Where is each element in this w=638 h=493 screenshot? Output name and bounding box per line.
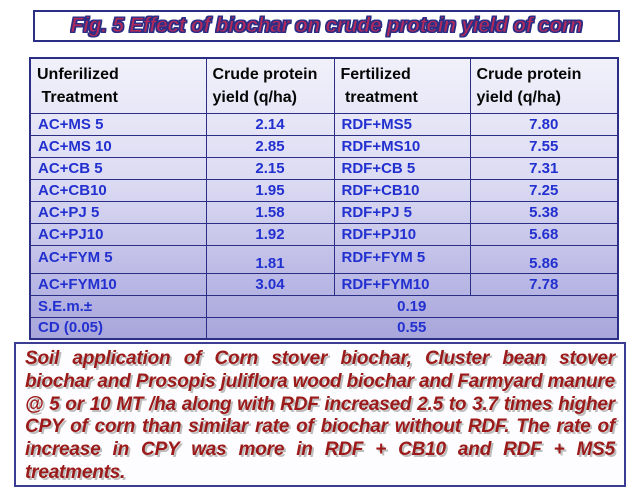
- yield-cell: 1.92: [205, 222, 335, 246]
- treatment-cell: AC+MS 5: [29, 112, 207, 136]
- figure-title: Fig. 5 Effect of biochar on crude protei…: [70, 14, 583, 38]
- yield-cell: 2.15: [205, 156, 335, 180]
- table-row: AC+CB10 1.95 RDF+CB10 7.25: [29, 178, 619, 202]
- cd-row: CD (0.05) 0.55: [29, 316, 619, 340]
- table-row: AC+PJ 5 1.58 RDF+PJ 5 5.38: [29, 200, 619, 224]
- yield-cell: 7.55: [469, 134, 619, 158]
- sem-label: S.E.m.±: [29, 294, 207, 318]
- yield-cell: 5.86: [469, 244, 619, 274]
- treatment-cell: AC+FYM10: [29, 272, 207, 296]
- yield-cell: 3.04: [205, 272, 335, 296]
- treatment-cell: AC+PJ 5: [29, 200, 207, 224]
- conclusion-note-text: Soil application of Corn stover biochar,…: [25, 348, 615, 483]
- yield-cell: 1.58: [205, 200, 335, 224]
- treatment-cell: RDF+CB10: [333, 178, 471, 202]
- cd-label: CD (0.05): [29, 316, 207, 340]
- figure-title-box: Fig. 5 Effect of biochar on crude protei…: [33, 10, 620, 42]
- treatment-cell: AC+MS 10: [29, 134, 207, 158]
- table-row: AC+FYM 5 1.81 RDF+FYM 5 5.86: [29, 244, 619, 274]
- treatment-cell: RDF+CB 5: [333, 156, 471, 180]
- treatment-cell: AC+CB10: [29, 178, 207, 202]
- treatment-cell: AC+FYM 5: [29, 244, 207, 274]
- treatment-cell: RDF+PJ10: [333, 222, 471, 246]
- table-header-row: Unferilized Treatment Crude protein yiel…: [29, 57, 619, 114]
- yield-cell: 2.85: [205, 134, 335, 158]
- yield-cell: 5.68: [469, 222, 619, 246]
- sem-row: S.E.m.± 0.19: [29, 294, 619, 318]
- table-row: AC+MS 5 2.14 RDF+MS5 7.80: [29, 112, 619, 136]
- treatment-cell: AC+CB 5: [29, 156, 207, 180]
- yield-cell: 1.95: [205, 178, 335, 202]
- treatment-cell: RDF+MS5: [333, 112, 471, 136]
- conclusion-note-box: Soil application of Corn stover biochar,…: [14, 342, 626, 487]
- yield-cell: 7.31: [469, 156, 619, 180]
- yield-cell: 5.38: [469, 200, 619, 224]
- table-row: AC+FYM10 3.04 RDF+FYM10 7.78: [29, 272, 619, 296]
- sem-value: 0.19: [205, 294, 619, 318]
- treatment-cell: RDF+MS10: [333, 134, 471, 158]
- cd-value: 0.55: [205, 316, 619, 340]
- yield-cell: 1.81: [205, 244, 335, 274]
- yield-cell: 2.14: [205, 112, 335, 136]
- treatment-cell: RDF+FYM 5: [333, 244, 471, 274]
- yield-cell: 7.80: [469, 112, 619, 136]
- yield-cell: 7.25: [469, 178, 619, 202]
- yield-cell: 7.78: [469, 272, 619, 296]
- header-crude-protein-yield-2: Crude protein yield (q/ha): [469, 57, 619, 114]
- treatment-cell: RDF+PJ 5: [333, 200, 471, 224]
- crude-protein-yield-table: Unferilized Treatment Crude protein yiel…: [29, 57, 619, 340]
- treatment-cell: AC+PJ10: [29, 222, 207, 246]
- header-fertilized-treatment: Fertilized treatment: [333, 57, 471, 114]
- header-crude-protein-yield-1: Crude protein yield (q/ha): [205, 57, 335, 114]
- treatment-cell: RDF+FYM10: [333, 272, 471, 296]
- table-row: AC+CB 5 2.15 RDF+CB 5 7.31: [29, 156, 619, 180]
- header-unfertilized-treatment: Unferilized Treatment: [29, 57, 207, 114]
- table-row: AC+PJ10 1.92 RDF+PJ10 5.68: [29, 222, 619, 246]
- table-row: AC+MS 10 2.85 RDF+MS10 7.55: [29, 134, 619, 158]
